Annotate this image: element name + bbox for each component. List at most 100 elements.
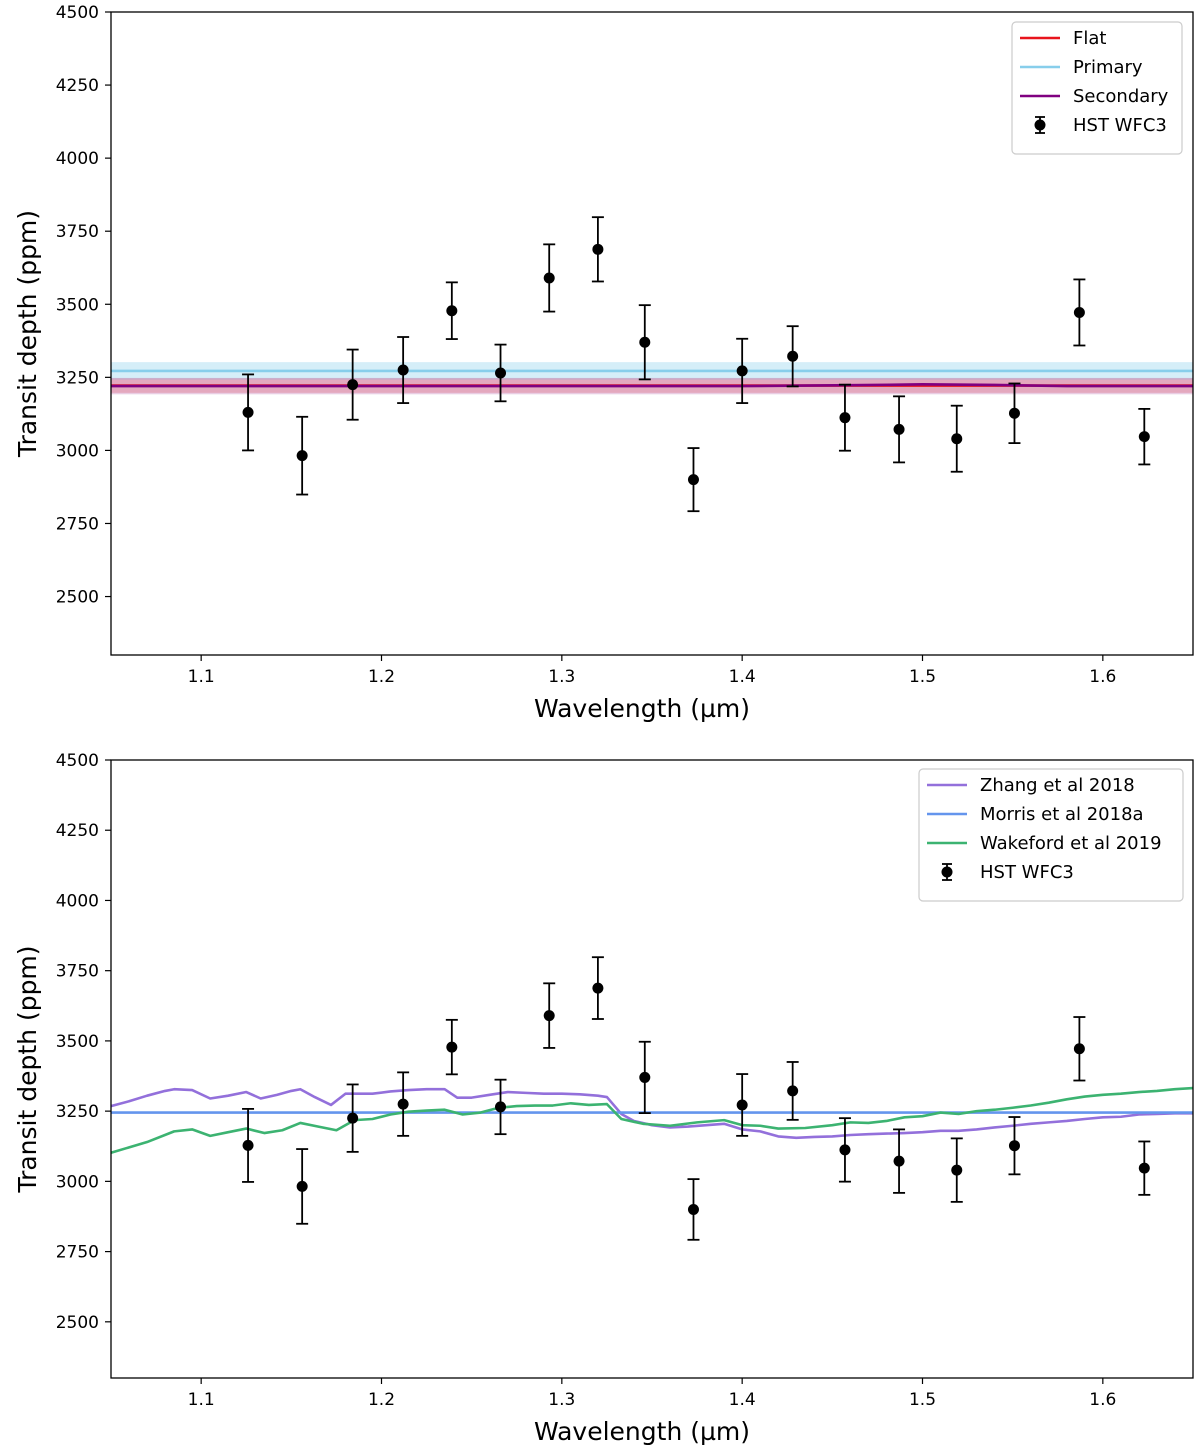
data-point-12 bbox=[786, 1061, 799, 1121]
legend-item-wakeford-et-al-2019: Wakeford et al 2019 bbox=[927, 833, 1162, 854]
data-marker bbox=[787, 350, 799, 362]
data-point-1 bbox=[242, 373, 255, 452]
data-point-5 bbox=[445, 1018, 458, 1076]
data-marker bbox=[639, 1071, 651, 1083]
data-marker bbox=[1073, 306, 1085, 318]
axes-frame bbox=[110, 759, 1194, 1379]
data-point-4 bbox=[397, 336, 410, 404]
y-tick-label: 3500 bbox=[56, 1032, 99, 1052]
data-marker bbox=[347, 379, 359, 391]
data-marker bbox=[296, 450, 308, 462]
legend-label: Wakeford et al 2019 bbox=[980, 833, 1162, 854]
data-point-18 bbox=[1138, 1140, 1151, 1196]
legend-marker bbox=[1034, 119, 1046, 131]
x-tick-label: 1.4 bbox=[729, 667, 756, 687]
legend-item-primary: Primary bbox=[1020, 57, 1143, 78]
plot-area bbox=[111, 956, 1193, 1241]
data-point-18 bbox=[1138, 408, 1151, 466]
data-marker bbox=[592, 243, 604, 255]
legend-marker bbox=[941, 866, 953, 878]
data-marker bbox=[1073, 1043, 1085, 1055]
data-point-5 bbox=[445, 281, 458, 340]
y-tick-label: 2750 bbox=[56, 1243, 99, 1263]
x-tick-label: 1.5 bbox=[909, 667, 936, 687]
x-axis-label: Wavelength (µm) bbox=[534, 694, 750, 723]
y-tick-label: 3000 bbox=[56, 1172, 99, 1192]
y-tick-label: 4500 bbox=[56, 751, 99, 771]
data-point-13 bbox=[838, 1117, 851, 1183]
x-tick-label: 1.4 bbox=[729, 1390, 756, 1410]
y-tick-label: 4250 bbox=[56, 76, 99, 96]
x-tick-label: 1.2 bbox=[368, 1390, 395, 1410]
data-point-11 bbox=[736, 1073, 749, 1137]
legend-box bbox=[1011, 21, 1183, 155]
data-marker bbox=[397, 364, 409, 376]
legend-item-secondary: Secondary bbox=[1020, 86, 1169, 107]
y-axis-label: Transit depth (ppm) bbox=[13, 210, 42, 458]
y-tick-label: 4000 bbox=[56, 891, 99, 911]
data-marker bbox=[687, 1203, 699, 1215]
y-axis-label: Transit depth (ppm) bbox=[13, 945, 42, 1193]
legend-box bbox=[918, 768, 1184, 902]
data-point-17 bbox=[1073, 1016, 1086, 1082]
y-tick-label: 3250 bbox=[56, 1102, 99, 1122]
data-marker bbox=[1008, 407, 1020, 419]
data-point-16 bbox=[1008, 1116, 1021, 1176]
data-point-11 bbox=[736, 337, 749, 404]
data-point-10 bbox=[687, 1178, 700, 1241]
y-tick-label: 3000 bbox=[56, 441, 99, 461]
data-marker bbox=[893, 1155, 905, 1167]
data-point-8 bbox=[591, 956, 604, 1020]
data-point-13 bbox=[838, 383, 851, 452]
data-point-16 bbox=[1008, 382, 1021, 445]
legend-label: HST WFC3 bbox=[980, 862, 1074, 883]
data-marker bbox=[736, 1099, 748, 1111]
data-point-17 bbox=[1073, 278, 1086, 347]
x-axis-label: Wavelength (µm) bbox=[534, 1417, 750, 1446]
legend-label: HST WFC3 bbox=[1073, 115, 1167, 136]
legend-label: Primary bbox=[1073, 57, 1143, 78]
y-tick-label: 3750 bbox=[56, 222, 99, 242]
legend-label: Morris et al 2018a bbox=[980, 804, 1144, 825]
data-marker bbox=[893, 423, 905, 435]
data-marker bbox=[687, 474, 699, 486]
data-marker bbox=[839, 412, 851, 424]
data-marker bbox=[1138, 1162, 1150, 1174]
data-marker bbox=[242, 406, 254, 418]
data-marker bbox=[1008, 1140, 1020, 1152]
data-marker bbox=[639, 336, 651, 348]
y-tick-label: 3500 bbox=[56, 295, 99, 315]
data-point-3 bbox=[346, 348, 359, 421]
data-marker bbox=[446, 305, 458, 317]
data-point-6 bbox=[494, 1078, 507, 1136]
x-tick-label: 1.6 bbox=[1089, 1390, 1116, 1410]
plot-area bbox=[111, 216, 1193, 513]
y-tick-label: 4250 bbox=[56, 821, 99, 841]
y-tick-label: 2500 bbox=[56, 588, 99, 608]
x-tick-label: 1.3 bbox=[548, 1390, 575, 1410]
x-tick-label: 1.6 bbox=[1089, 667, 1116, 687]
data-point-15 bbox=[950, 1137, 963, 1203]
legend-item-zhang-et-al-2018: Zhang et al 2018 bbox=[927, 775, 1135, 796]
data-point-10 bbox=[687, 447, 700, 513]
y-tick-label: 4500 bbox=[56, 3, 99, 23]
data-marker bbox=[347, 1112, 359, 1124]
data-point-3 bbox=[346, 1083, 359, 1153]
data-point-9 bbox=[638, 304, 651, 381]
y-tick-label: 4000 bbox=[56, 149, 99, 169]
legend-item-hst-wfc3: HST WFC3 bbox=[941, 862, 1074, 883]
top-panel: 1.1 1.2 1.3 1.4 1.5 1.6 2500 2750 3000 3250 3500 37… bbox=[13, 3, 1194, 723]
x-tick-label: 1.3 bbox=[548, 667, 575, 687]
legend: Zhang et al 2018 Morris et al 2018a Wakefo… bbox=[918, 768, 1184, 902]
x-tick-label: 1.5 bbox=[909, 1390, 936, 1410]
x-tick-label: 1.1 bbox=[188, 1390, 215, 1410]
data-point-1 bbox=[242, 1107, 255, 1183]
y-tick-label: 3250 bbox=[56, 368, 99, 388]
legend-label: Secondary bbox=[1073, 86, 1169, 107]
data-marker bbox=[736, 365, 748, 377]
data-marker bbox=[296, 1180, 308, 1192]
data-point-14 bbox=[893, 1128, 906, 1194]
legend: Flat Primary Secondary HST WFC3 bbox=[1011, 21, 1183, 155]
data-marker bbox=[397, 1098, 409, 1110]
